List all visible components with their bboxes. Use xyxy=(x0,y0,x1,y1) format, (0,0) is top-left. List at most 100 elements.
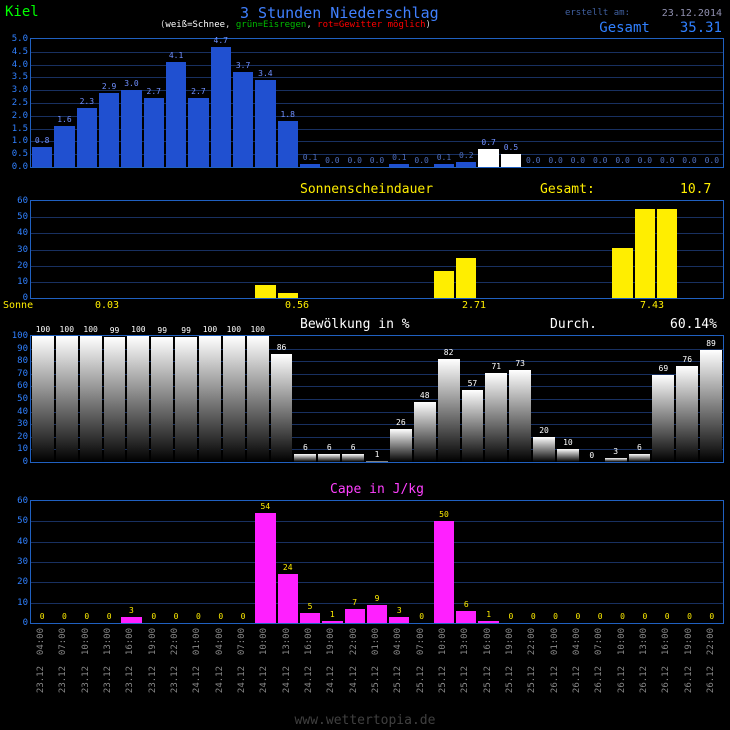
xtick-date: 25.12 xyxy=(505,666,515,693)
bar-label: 0 xyxy=(196,612,201,621)
bar xyxy=(414,402,436,462)
bar-label: 0.0 xyxy=(615,156,629,165)
xtick-date: 23.12 xyxy=(103,666,113,693)
bar-label: 54 xyxy=(261,502,271,511)
bar-label: 4.1 xyxy=(169,51,183,60)
bar-label: 73 xyxy=(515,359,525,368)
xtick-time: 07:00 xyxy=(594,628,604,655)
xtick-date: 26.12 xyxy=(617,666,627,693)
bar-label: 76 xyxy=(682,355,692,364)
bar xyxy=(121,617,141,623)
bar-label: 1 xyxy=(330,610,335,619)
bar-label: 0 xyxy=(665,612,670,621)
bar xyxy=(144,98,164,167)
bar-label: 100 xyxy=(203,325,217,334)
bar-label: 6 xyxy=(327,443,332,452)
sunshine-title: SonnenscheindauerGesamt:10.7 xyxy=(300,182,433,197)
bar xyxy=(389,617,409,623)
bar xyxy=(233,72,253,167)
xtick-date: 23.12 xyxy=(170,666,180,693)
bar-label: 99 xyxy=(157,326,167,335)
bar-label: 82 xyxy=(444,348,454,357)
bar xyxy=(456,611,476,623)
xtick-date: 24.12 xyxy=(192,666,202,693)
bar-label: 1.8 xyxy=(280,110,294,119)
xtick-date: 24.12 xyxy=(237,666,247,693)
bar-label: 100 xyxy=(60,325,74,334)
bar-label: 0.5 xyxy=(504,143,518,152)
bar-label: 0 xyxy=(589,451,594,460)
xtick-time: 16:00 xyxy=(483,628,493,655)
bar-label: 24 xyxy=(283,563,293,572)
total-precip: Gesamt35.31 xyxy=(599,20,722,36)
xtick-time: 04:00 xyxy=(215,628,225,655)
bar-label: 50 xyxy=(439,510,449,519)
bar-label: 5 xyxy=(308,602,313,611)
bar-label: 0 xyxy=(687,612,692,621)
bar xyxy=(80,336,102,462)
bar xyxy=(434,521,454,623)
bar xyxy=(54,126,74,167)
bar xyxy=(605,458,627,462)
bar xyxy=(300,164,320,167)
bar xyxy=(211,47,231,167)
bar xyxy=(652,375,674,462)
xtick-date: 24.12 xyxy=(326,666,336,693)
bar xyxy=(300,613,320,623)
bar-label: 0 xyxy=(62,612,67,621)
xtick-time: 22:00 xyxy=(527,628,537,655)
bar xyxy=(32,336,54,462)
xtick-time: 22:00 xyxy=(706,628,716,655)
bar-label: 0 xyxy=(575,612,580,621)
bar xyxy=(104,337,126,462)
bar xyxy=(278,121,298,167)
bar-label: 100 xyxy=(36,325,50,334)
xtick-date: 24.12 xyxy=(259,666,269,693)
xtick-date: 26.12 xyxy=(572,666,582,693)
bar-label: 0.7 xyxy=(481,138,495,147)
bar xyxy=(367,605,387,623)
xtick-date: 24.12 xyxy=(304,666,314,693)
bar-label: 3.7 xyxy=(236,61,250,70)
bar-label: 0.0 xyxy=(593,156,607,165)
bar-label: 4.7 xyxy=(214,36,228,45)
bar-label: 0 xyxy=(419,612,424,621)
bar-label: 6 xyxy=(464,600,469,609)
xtick-time: 10:00 xyxy=(259,628,269,655)
bar xyxy=(199,336,221,462)
bar xyxy=(657,209,677,298)
bar-label: 0 xyxy=(107,612,112,621)
precipitation-chart: 0.00.51.01.52.02.53.03.54.04.55.00.81.62… xyxy=(30,38,724,168)
bar-label: 100 xyxy=(250,325,264,334)
bar-label: 100 xyxy=(131,325,145,334)
bar-label: 2.7 xyxy=(191,87,205,96)
bar-label: 0.0 xyxy=(548,156,562,165)
bar-label: 0.0 xyxy=(660,156,674,165)
bar-label: 20 xyxy=(539,426,549,435)
bar xyxy=(294,454,316,462)
bar-label: 2.3 xyxy=(80,97,94,106)
bar-label: 1 xyxy=(486,610,491,619)
bar-label: 0.0 xyxy=(325,156,339,165)
cape-chart: 0102030405060000030000054245179305061000… xyxy=(30,500,724,624)
bar-label: 0 xyxy=(40,612,45,621)
bar xyxy=(32,147,52,167)
xtick-time: 10:00 xyxy=(81,628,91,655)
xtick-time: 04:00 xyxy=(36,628,46,655)
bar xyxy=(322,621,342,623)
xtick-time: 01:00 xyxy=(371,628,381,655)
bar xyxy=(175,337,197,462)
bar xyxy=(188,98,208,167)
legend-row: (weiß=Schnee, grün=Eisregen, rot=Gewitte… xyxy=(160,20,431,30)
bar-label: 0.0 xyxy=(705,156,719,165)
bar-label: 0.2 xyxy=(459,151,473,160)
bar-label: 0.1 xyxy=(437,153,451,162)
xtick-date: 23.12 xyxy=(148,666,158,693)
bar-label: 6 xyxy=(637,443,642,452)
bar-label: 99 xyxy=(181,326,191,335)
xtick-time: 07:00 xyxy=(416,628,426,655)
bar-label: 0.0 xyxy=(571,156,585,165)
bar-label: 0.0 xyxy=(682,156,696,165)
bar xyxy=(478,621,498,623)
bar-label: 0 xyxy=(531,612,536,621)
